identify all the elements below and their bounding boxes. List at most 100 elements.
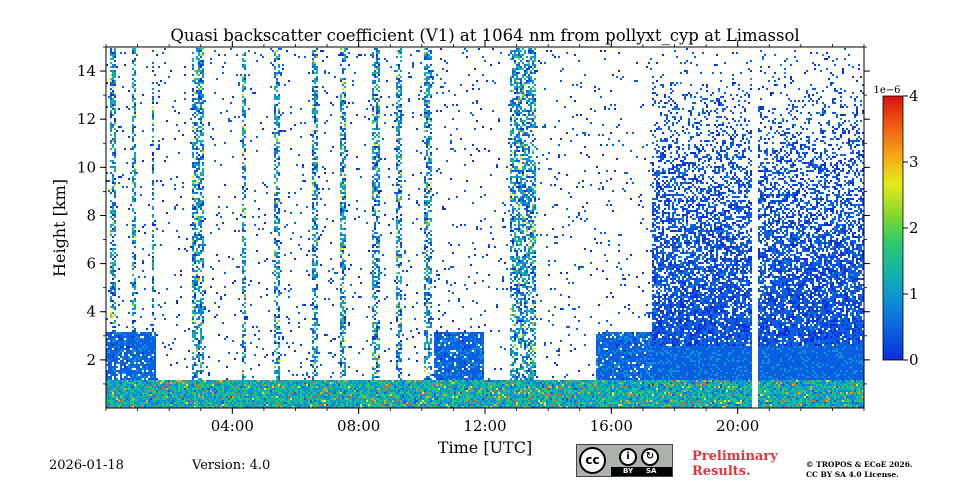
heatmap-cell — [154, 224, 156, 226]
heatmap-cell — [114, 74, 116, 76]
heatmap-cell — [118, 182, 120, 184]
heatmap-cell — [144, 382, 146, 384]
heatmap-cell — [134, 340, 136, 342]
heatmap-cell — [136, 370, 138, 372]
heatmap-cell — [188, 328, 190, 330]
heatmap-cell — [178, 394, 180, 396]
heatmap-cell — [108, 378, 110, 380]
heatmap-cell — [110, 346, 112, 348]
heatmap-cell — [134, 236, 136, 238]
heatmap-cell — [122, 346, 124, 348]
heatmap-cell — [110, 66, 112, 68]
heatmap-cell — [110, 62, 112, 64]
heatmap-cell — [134, 372, 136, 374]
heatmap-cell — [152, 172, 154, 174]
heatmap-cell — [112, 350, 114, 352]
heatmap-cell — [128, 400, 130, 402]
heatmap-cell — [154, 356, 156, 358]
heatmap-cell — [134, 284, 136, 286]
heatmap-cell — [152, 98, 154, 100]
heatmap-cell — [134, 240, 136, 242]
heatmap-cell — [144, 402, 146, 404]
heatmap-cell — [176, 404, 178, 406]
heatmap-cell — [114, 244, 116, 246]
heatmap-cell — [110, 384, 112, 386]
heatmap-cell — [116, 392, 118, 394]
heatmap-cell — [118, 358, 120, 360]
heatmap-cell — [108, 402, 110, 404]
plot-area — [106, 47, 864, 408]
heatmap-cell — [112, 218, 114, 220]
heatmap-cell — [156, 388, 158, 390]
heatmap-cell — [154, 74, 156, 76]
heatmap-cell — [172, 400, 174, 402]
heatmap-cell — [112, 240, 114, 242]
heatmap-cell — [112, 202, 114, 204]
heatmap-cell — [144, 336, 146, 338]
heatmap-cell — [134, 306, 136, 308]
heatmap-cell — [132, 364, 134, 366]
heatmap-cell — [150, 364, 152, 366]
heatmap-cell — [116, 384, 118, 386]
heatmap-cell — [110, 390, 112, 392]
heatmap-cell — [146, 340, 148, 342]
heatmap-cell — [164, 346, 166, 348]
heatmap-cell — [114, 354, 116, 356]
heatmap-cell — [130, 388, 132, 390]
heatmap-cell — [134, 216, 136, 218]
heatmap-cell — [122, 332, 124, 334]
heatmap-cell — [112, 304, 114, 306]
heatmap-cell — [126, 378, 128, 380]
heatmap-cell — [168, 386, 170, 388]
heatmap-cell — [110, 312, 112, 314]
heatmap-cell — [132, 398, 134, 400]
heatmap-cell — [110, 298, 112, 300]
heatmap-cell — [160, 396, 162, 398]
heatmap-cell — [128, 340, 130, 342]
heatmap-cell — [110, 396, 112, 398]
heatmap-cell — [150, 356, 152, 358]
heatmap-cell — [184, 358, 186, 360]
heatmap-cell — [116, 404, 118, 406]
heatmap-cell — [154, 394, 156, 396]
heatmap-cell — [134, 74, 136, 76]
heatmap-cell — [114, 70, 116, 72]
heatmap-cell — [150, 404, 152, 406]
heatmap-cell — [112, 388, 114, 390]
heatmap-cell — [114, 228, 116, 230]
heatmap-cell — [144, 232, 146, 234]
heatmap-cell — [120, 386, 122, 388]
heatmap-cell — [132, 342, 134, 344]
heatmap-cell — [160, 386, 162, 388]
heatmap-cell — [142, 374, 144, 376]
heatmap-cell — [148, 372, 150, 374]
heatmap-cell — [118, 402, 120, 404]
heatmap-cell — [142, 388, 144, 390]
heatmap-cell — [152, 346, 154, 348]
heatmap-cell — [114, 336, 116, 338]
heatmap-cell — [108, 332, 110, 334]
heatmap-cell — [164, 404, 166, 406]
heatmap-cell — [136, 380, 138, 382]
heatmap-cell — [124, 398, 126, 400]
heatmap-cell — [178, 398, 180, 400]
heatmap-cell — [120, 176, 122, 178]
heatmap-cell — [108, 362, 110, 364]
heatmap-cell — [110, 400, 112, 402]
heatmap-cell — [172, 342, 174, 344]
heatmap-cell — [140, 368, 142, 370]
heatmap-cell — [132, 78, 134, 80]
heatmap-cell — [124, 388, 126, 390]
heatmap-cell — [178, 390, 180, 392]
heatmap-cell — [112, 90, 114, 92]
heatmap-cell — [112, 224, 114, 226]
heatmap-cell — [116, 386, 118, 388]
heatmap-cell — [112, 102, 114, 104]
heatmap-cell — [114, 364, 116, 366]
heatmap-cell — [170, 348, 172, 350]
heatmap-cell — [110, 92, 112, 94]
heatmap-cell — [142, 394, 144, 396]
heatmap-cell — [178, 382, 180, 384]
heatmap-cell — [120, 402, 122, 404]
heatmap-cell — [132, 382, 134, 384]
